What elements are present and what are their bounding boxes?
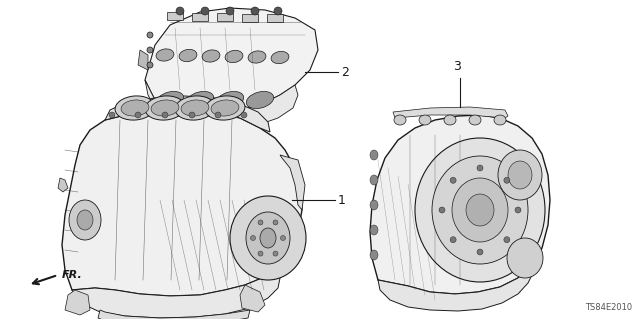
Polygon shape (192, 12, 208, 20)
Ellipse shape (211, 100, 239, 116)
Ellipse shape (394, 115, 406, 125)
Ellipse shape (156, 92, 184, 108)
Polygon shape (167, 12, 183, 20)
Ellipse shape (273, 220, 278, 225)
Text: 3: 3 (453, 60, 461, 73)
Polygon shape (267, 14, 283, 22)
Polygon shape (98, 310, 250, 319)
Ellipse shape (280, 235, 285, 241)
Ellipse shape (109, 112, 115, 118)
Ellipse shape (246, 212, 290, 264)
Polygon shape (65, 290, 90, 315)
Text: FR.: FR. (62, 270, 83, 280)
Ellipse shape (370, 200, 378, 210)
Polygon shape (242, 13, 258, 21)
Ellipse shape (202, 50, 220, 62)
Ellipse shape (504, 237, 510, 243)
Ellipse shape (115, 96, 155, 120)
Polygon shape (145, 80, 298, 128)
Ellipse shape (162, 112, 168, 118)
Polygon shape (370, 115, 550, 294)
Polygon shape (105, 96, 270, 132)
Ellipse shape (515, 207, 521, 213)
Ellipse shape (258, 220, 263, 225)
Text: TS84E2010: TS84E2010 (585, 303, 632, 312)
Ellipse shape (205, 96, 245, 120)
Ellipse shape (69, 200, 101, 240)
Ellipse shape (370, 150, 378, 160)
Ellipse shape (507, 238, 543, 278)
Ellipse shape (121, 100, 149, 116)
Polygon shape (138, 50, 148, 70)
Ellipse shape (494, 115, 506, 125)
Polygon shape (240, 285, 265, 312)
Ellipse shape (181, 100, 209, 116)
Ellipse shape (246, 92, 274, 108)
Ellipse shape (151, 100, 179, 116)
Ellipse shape (477, 249, 483, 255)
Text: 2: 2 (341, 65, 349, 78)
Ellipse shape (419, 115, 431, 125)
Ellipse shape (450, 237, 456, 243)
Ellipse shape (258, 251, 263, 256)
Ellipse shape (260, 228, 276, 248)
Ellipse shape (216, 92, 244, 108)
Ellipse shape (271, 51, 289, 63)
Ellipse shape (250, 235, 255, 241)
Ellipse shape (248, 51, 266, 63)
Ellipse shape (508, 161, 532, 189)
Ellipse shape (175, 96, 215, 120)
Ellipse shape (466, 194, 494, 226)
Polygon shape (72, 268, 280, 318)
Polygon shape (217, 13, 233, 21)
Polygon shape (58, 178, 68, 192)
Ellipse shape (241, 112, 247, 118)
Ellipse shape (226, 7, 234, 15)
Ellipse shape (432, 156, 528, 264)
Ellipse shape (273, 251, 278, 256)
Ellipse shape (201, 7, 209, 15)
Ellipse shape (230, 196, 306, 280)
Ellipse shape (179, 49, 197, 62)
Text: 1: 1 (338, 194, 346, 206)
Ellipse shape (370, 225, 378, 235)
Ellipse shape (77, 210, 93, 230)
Polygon shape (393, 107, 508, 118)
Ellipse shape (370, 250, 378, 260)
Ellipse shape (274, 7, 282, 15)
Ellipse shape (147, 62, 153, 68)
Ellipse shape (439, 207, 445, 213)
Ellipse shape (415, 138, 545, 282)
Ellipse shape (189, 112, 195, 118)
Ellipse shape (176, 7, 184, 15)
Ellipse shape (498, 150, 542, 200)
Ellipse shape (135, 112, 141, 118)
Ellipse shape (477, 165, 483, 171)
Ellipse shape (370, 175, 378, 185)
Ellipse shape (504, 177, 510, 183)
Ellipse shape (215, 112, 221, 118)
Ellipse shape (147, 47, 153, 53)
Ellipse shape (452, 178, 508, 242)
Polygon shape (145, 8, 318, 115)
Ellipse shape (147, 32, 153, 38)
Ellipse shape (469, 115, 481, 125)
Ellipse shape (450, 177, 456, 183)
Polygon shape (280, 155, 305, 210)
Polygon shape (378, 265, 532, 311)
Polygon shape (62, 110, 302, 296)
Ellipse shape (444, 115, 456, 125)
Ellipse shape (145, 96, 185, 120)
Ellipse shape (251, 7, 259, 15)
Ellipse shape (156, 49, 174, 61)
Ellipse shape (186, 92, 214, 108)
Ellipse shape (225, 50, 243, 63)
